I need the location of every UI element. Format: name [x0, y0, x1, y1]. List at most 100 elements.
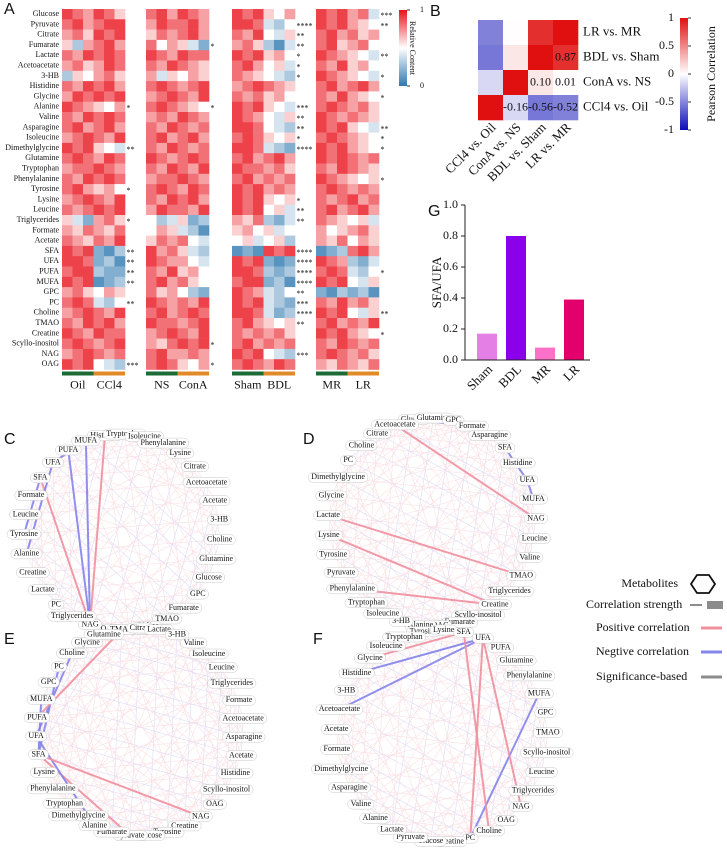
colorbar-tick-label: 0.5	[659, 38, 674, 52]
edge	[341, 768, 471, 839]
edge	[347, 460, 402, 622]
heatmap-cell	[93, 338, 105, 350]
edge	[349, 787, 522, 807]
heatmap-cell	[104, 287, 115, 298]
heatmap-cell	[62, 9, 73, 20]
edge	[410, 660, 517, 838]
heatmap-cell	[326, 328, 338, 339]
heatmap-cell	[93, 359, 105, 370]
node	[323, 567, 359, 578]
edge	[36, 642, 194, 718]
heatmap-cell	[156, 173, 168, 185]
heatmap-cell	[114, 122, 126, 133]
group-bar	[316, 371, 348, 376]
node-label: Scyllo-inositol	[455, 610, 503, 619]
row-label: Glucose	[33, 9, 60, 18]
node	[315, 704, 364, 715]
node	[225, 750, 257, 761]
node-label: Choline	[207, 535, 233, 544]
heatmap-cell	[316, 81, 327, 92]
edge	[55, 519, 220, 605]
legend-label: Negtive correlation	[596, 644, 689, 658]
edge	[64, 627, 141, 804]
heatmap-cell	[368, 307, 380, 319]
edge	[352, 462, 518, 590]
heatmap-cell	[93, 184, 105, 195]
node-label: Tryptophan	[106, 429, 143, 438]
heatmap-cell	[337, 163, 348, 175]
heatmap-cell	[326, 307, 338, 319]
node	[524, 513, 548, 524]
heatmap-cell	[242, 19, 254, 30]
edge	[162, 443, 185, 609]
heatmap-cell	[263, 112, 275, 123]
edge	[404, 636, 546, 713]
heatmap-cell	[156, 256, 168, 267]
heatmap-cell	[263, 60, 275, 72]
node-label: Acetate	[203, 495, 228, 504]
heatmap-cell	[156, 215, 168, 226]
heatmap-cell	[156, 101, 168, 113]
edge	[420, 420, 454, 626]
heatmap-cell	[347, 245, 359, 257]
significance-mark: **	[297, 217, 305, 226]
heatmap-cell	[177, 338, 189, 350]
heatmap-cell	[242, 142, 254, 154]
heatmap-cell	[232, 50, 243, 61]
heatmap-cell	[114, 318, 126, 329]
edge	[450, 638, 484, 842]
heatmap-cell	[177, 225, 189, 236]
node-label: Dimethylglycine	[311, 472, 365, 481]
heatmap-cell	[274, 245, 285, 257]
group-label: Oil	[70, 377, 86, 391]
heatmap-cell	[93, 39, 105, 51]
edge	[366, 425, 473, 603]
significance-mark: **	[297, 124, 305, 133]
heatmap-cell	[83, 29, 94, 41]
edge	[32, 482, 207, 573]
node	[202, 798, 227, 810]
edge	[37, 699, 43, 755]
x-tick-label: MR	[528, 361, 553, 386]
heatmap-cell	[72, 328, 84, 339]
heatmap-cell	[62, 39, 73, 51]
row-label: Valine	[39, 112, 60, 121]
heatmap-cell	[156, 132, 168, 144]
heatmap-cell	[274, 287, 285, 298]
node	[376, 824, 407, 835]
heatmap-cell	[368, 132, 380, 144]
node-label: Tryptophan	[348, 598, 385, 607]
matrix-cell	[553, 45, 579, 71]
edge	[403, 636, 471, 839]
edge	[40, 477, 220, 541]
edge	[332, 424, 396, 555]
heatmap-cell	[284, 91, 296, 102]
edge	[382, 424, 396, 614]
edge	[26, 466, 196, 555]
heatmap-cell	[146, 60, 157, 72]
edge	[382, 419, 415, 614]
heatmap-cell	[177, 112, 189, 123]
heatmap-cell	[93, 318, 105, 329]
heatmap-cell	[274, 163, 285, 175]
edge	[327, 515, 421, 626]
group-label: ConA	[179, 377, 208, 391]
heatmap-cell	[104, 307, 115, 319]
heatmap-cell	[326, 81, 338, 92]
heatmap-cell	[284, 215, 296, 226]
edge	[336, 728, 547, 754]
node-label: Phenylalanine	[330, 584, 376, 593]
matrix-cell	[478, 95, 504, 121]
significance-mark: *	[297, 62, 301, 71]
group-bar	[232, 371, 264, 376]
heatmap-cell	[316, 70, 327, 82]
edge	[394, 424, 522, 576]
heatmap-cell	[284, 359, 296, 370]
heatmap-cell	[104, 9, 115, 20]
node	[370, 419, 419, 431]
heatmap-cell	[177, 287, 189, 298]
edge	[439, 480, 528, 626]
node	[473, 825, 505, 837]
node-label: UFA	[28, 731, 44, 740]
heatmap-cell	[263, 194, 275, 205]
